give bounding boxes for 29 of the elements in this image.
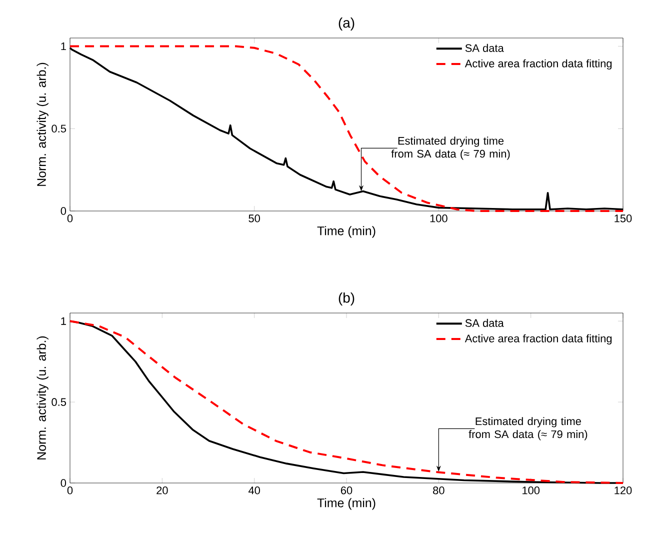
x-tick-label: 80 xyxy=(433,486,444,494)
x-tick-label: 100 xyxy=(522,486,540,494)
x-tick-label: 120 xyxy=(614,486,632,494)
y-tick-label: 1 xyxy=(61,317,66,325)
x-tick-label: 150 xyxy=(614,214,632,222)
chart-title: (a) xyxy=(338,18,354,30)
y-axis-title: Norm. activity (u. arb.) xyxy=(36,336,48,460)
x-tick-label: 20 xyxy=(156,486,168,494)
legend-label: Active area fraction data fitting xyxy=(464,334,612,345)
x-axis-title: Time (min) xyxy=(317,498,376,510)
x-tick-label: 100 xyxy=(430,214,448,222)
x-tick-label: 40 xyxy=(248,486,260,494)
legend-label: SA data xyxy=(465,318,504,327)
annotation: Estimated drying time from SA data (≈ 79 min) xyxy=(391,136,510,160)
x-tick-label: 50 xyxy=(248,214,260,222)
y-tick-label: 0 xyxy=(60,479,66,487)
y-tick-label: 0.5 xyxy=(52,124,66,132)
x-tick-label: 60 xyxy=(340,486,352,494)
legend-label: SA data xyxy=(465,44,504,52)
chart-title: (b) xyxy=(338,292,354,306)
y-axis-title: Norm. activity (u. arb.) xyxy=(36,62,48,186)
x-tick-label: 0 xyxy=(67,486,73,494)
annotation: Estimated drying time from SA data (≈ 79 min) xyxy=(468,417,588,440)
y-tick-label: 1 xyxy=(61,42,66,50)
y-tick-label: 0 xyxy=(60,207,66,215)
y-tick-label: 0.5 xyxy=(52,398,66,406)
x-tick-label: 0 xyxy=(67,214,73,222)
legend-label: Active area fraction data fitting xyxy=(464,59,612,70)
x-axis-title: Time (min) xyxy=(317,226,376,238)
